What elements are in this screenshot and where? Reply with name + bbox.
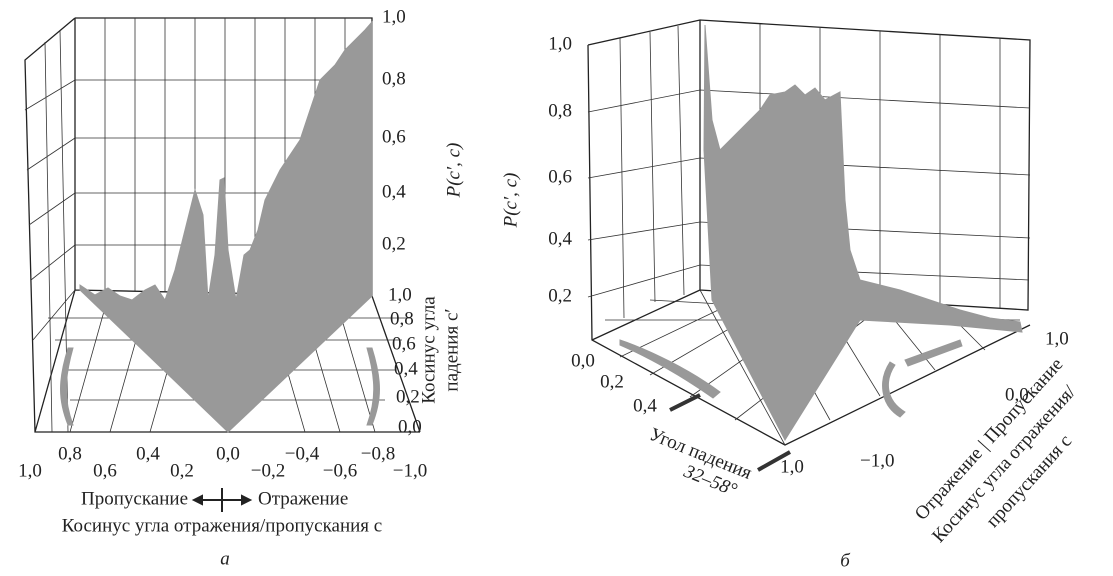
x-axis-label: Косинус угла отражения/пропускания c — [62, 515, 382, 536]
x-tick-label: 0,6 — [93, 460, 117, 481]
y-tick-label: 0,0 — [398, 416, 422, 437]
x-tick-label: −0,2 — [251, 460, 285, 481]
z-tick-label: 0,6 — [382, 126, 406, 147]
c-tick-label: 1,0 — [1045, 328, 1069, 349]
x-tick-label: −0,4 — [285, 443, 320, 464]
caption: а — [220, 548, 230, 569]
z-axis-label: P(c′, c) — [500, 173, 521, 229]
x-tick-label: 0,8 — [58, 443, 82, 464]
legend-label: Пропускание — [81, 488, 188, 509]
legend-arrow — [191, 488, 253, 512]
x-tick-label: −0,8 — [361, 443, 395, 464]
angle-tick-label: 1,0 — [780, 456, 804, 477]
angle-tick-label: 0,0 — [571, 350, 595, 371]
caption: б — [840, 550, 851, 571]
angle-tick-label: 0,2 — [600, 371, 624, 392]
z-tick-label: 0,2 — [548, 285, 572, 306]
c-tick-label: −1,0 — [860, 450, 894, 471]
panel-b-box — [587, 19, 1031, 472]
z-axis-label: P(c′, c) — [443, 143, 464, 199]
z-tick-label: 0,2 — [382, 233, 406, 254]
z-tick-label: 0,4 — [382, 181, 406, 202]
z-tick-label: 0,8 — [382, 68, 406, 89]
x-tick-label: 0,2 — [170, 460, 194, 481]
y-axis-label: Косинус угла — [418, 296, 439, 404]
x-tick-label: 0,0 — [216, 443, 240, 464]
z-tick-label: 1,0 — [548, 33, 572, 54]
y-axis-label: падения c′ — [441, 308, 462, 391]
z-tick-label: 0,4 — [548, 228, 572, 249]
z-tick-label: 1,0 — [382, 6, 406, 27]
x-tick-label: 0,4 — [136, 443, 160, 464]
x-tick-label: 1,0 — [18, 460, 42, 481]
x-tick-label: −0,6 — [323, 460, 357, 481]
c-axis-label: Отражение | Пропускание — [911, 354, 1067, 525]
angle-tick-label: 0,4 — [633, 395, 657, 416]
x-tick-label: −1,0 — [393, 460, 427, 481]
y-tick-label: 0,8 — [390, 308, 414, 329]
panel-a-box — [24, 17, 421, 433]
y-tick-label: 0,4 — [394, 358, 418, 379]
z-tick-label: 0,8 — [548, 100, 572, 121]
c-tick-label: 0,0 — [1005, 384, 1029, 405]
z-tick-label: 0,6 — [548, 166, 572, 187]
y-tick-label: 1,0 — [388, 284, 412, 305]
y-tick-label: 0,6 — [392, 333, 416, 354]
y-tick-label: 0,2 — [396, 386, 420, 407]
legend-label: Отражение — [258, 488, 348, 509]
